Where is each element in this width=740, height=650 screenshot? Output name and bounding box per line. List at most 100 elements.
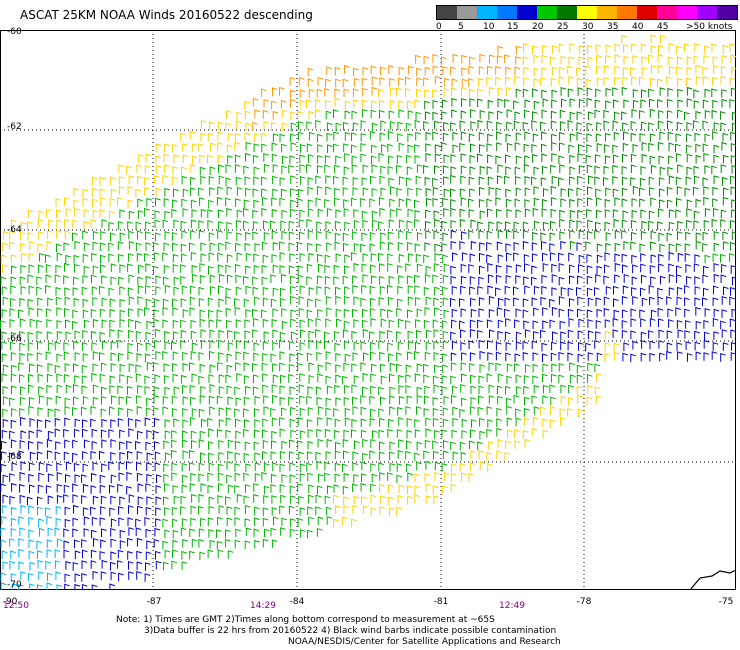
wind-barb xyxy=(118,572,124,582)
wind-barb xyxy=(344,110,351,120)
wind-barb xyxy=(281,474,288,483)
wind-barb xyxy=(405,88,411,97)
wind-barb xyxy=(137,230,143,240)
legend-labels: 0 5 10 15 20 25 30 35 40 45 >50 knots xyxy=(436,20,738,34)
lon-label: -87 xyxy=(146,597,162,607)
wind-barb xyxy=(505,166,511,175)
wind-barb xyxy=(578,264,584,273)
wind-barb xyxy=(343,166,350,176)
wind-barb xyxy=(720,75,727,85)
wind-barb xyxy=(630,132,637,142)
wind-barb xyxy=(657,120,664,130)
wind-barb xyxy=(415,175,422,185)
wind-barb xyxy=(352,275,358,284)
wind-barb xyxy=(36,429,43,438)
wind-barb xyxy=(542,418,548,427)
wind-barb xyxy=(569,98,576,107)
wind-barb xyxy=(316,528,323,537)
wind-barb xyxy=(414,199,420,209)
wind-barb xyxy=(461,54,467,64)
wind-barb xyxy=(262,297,269,307)
wind-barb xyxy=(252,386,259,396)
wind-barb xyxy=(585,241,591,250)
wind-barb xyxy=(119,529,126,539)
wind-barb xyxy=(387,143,393,153)
wind-barb xyxy=(612,188,619,198)
wind-barb xyxy=(443,309,450,319)
wind-barb xyxy=(514,142,521,151)
wind-barb xyxy=(155,485,162,494)
wind-barb xyxy=(145,242,152,251)
wind-barb xyxy=(686,166,693,176)
wind-barb xyxy=(162,319,169,329)
wind-barb xyxy=(180,506,186,515)
wind-barb xyxy=(289,275,296,285)
wind-barb xyxy=(297,110,303,120)
wind-barb xyxy=(578,318,585,328)
wind-barb xyxy=(380,318,387,328)
wind-barb xyxy=(271,208,278,218)
wind-barb xyxy=(487,419,493,428)
wind-barb xyxy=(11,408,17,417)
wind-barb xyxy=(171,232,178,241)
wind-barb xyxy=(109,507,115,517)
wind-barb xyxy=(136,561,143,571)
wind-barb xyxy=(543,188,549,197)
wind-barb xyxy=(505,66,511,76)
wind-barb xyxy=(55,571,62,581)
wind-barb xyxy=(371,188,378,197)
wind-barb xyxy=(271,122,277,131)
wind-barb xyxy=(81,573,87,582)
wind-barb xyxy=(703,265,709,275)
wind-barb-field xyxy=(0,30,736,590)
wind-barb xyxy=(371,100,377,109)
wind-barb xyxy=(604,330,611,340)
wind-barb xyxy=(343,362,350,372)
wind-barb xyxy=(164,549,171,559)
wind-barb xyxy=(641,340,647,349)
wind-barb xyxy=(153,539,160,548)
wind-barb xyxy=(27,384,34,394)
wind-barb xyxy=(199,318,206,328)
wind-barb xyxy=(227,329,233,339)
wind-barb xyxy=(371,363,377,373)
wind-barb xyxy=(37,496,43,506)
wind-barb xyxy=(477,441,483,451)
wind-barb xyxy=(387,472,393,481)
wind-barb xyxy=(594,165,601,175)
wind-barb xyxy=(531,340,538,349)
wind-barb xyxy=(64,439,70,449)
wind-barb xyxy=(299,209,306,219)
wind-barb xyxy=(541,153,547,163)
wind-barb xyxy=(523,143,530,153)
wind-barb xyxy=(333,518,339,528)
wind-barb xyxy=(524,329,531,338)
wind-barb xyxy=(621,295,628,305)
wind-barb xyxy=(648,176,655,186)
wind-barb xyxy=(497,45,504,55)
wind-barb xyxy=(344,221,350,231)
wind-barb xyxy=(432,131,438,141)
wind-barb xyxy=(720,122,727,132)
wind-barb xyxy=(450,483,457,493)
wind-barb xyxy=(209,406,215,416)
wind-barb xyxy=(343,308,350,318)
wind-barb xyxy=(507,429,513,439)
wind-barb xyxy=(37,373,44,383)
wind-barb xyxy=(280,527,286,536)
wind-barb xyxy=(272,363,278,372)
wind-barb xyxy=(596,143,603,152)
wind-barb xyxy=(299,154,305,164)
wind-barb xyxy=(396,164,402,174)
wind-barb xyxy=(261,276,268,286)
wind-barb xyxy=(208,232,215,241)
wind-barb xyxy=(398,219,405,229)
wind-barb xyxy=(127,385,133,395)
wind-barb xyxy=(612,175,618,185)
wind-barb xyxy=(1,373,8,383)
wind-barb xyxy=(660,275,666,285)
wind-barb xyxy=(497,229,504,239)
wind-barb xyxy=(353,319,360,328)
wind-barb xyxy=(361,473,367,482)
wind-barb xyxy=(64,308,70,317)
